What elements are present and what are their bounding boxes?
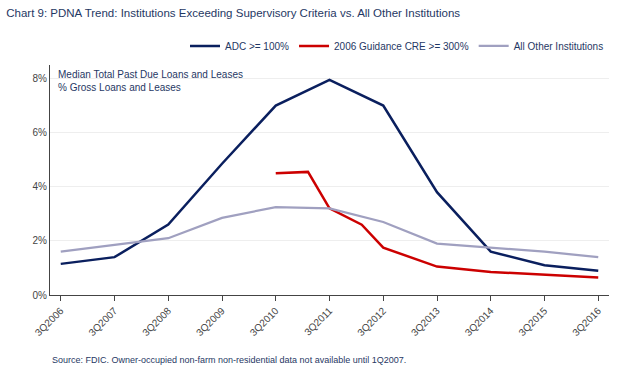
svg-text:3Q2016: 3Q2016 [570,305,603,338]
svg-text:3Q2011: 3Q2011 [302,305,335,338]
svg-text:3Q2010: 3Q2010 [248,305,281,338]
svg-text:3Q2007: 3Q2007 [87,305,120,338]
svg-text:Median Total Past Due Loans an: Median Total Past Due Loans and Leases% … [58,69,243,93]
svg-text:3Q2013: 3Q2013 [409,305,442,338]
svg-text:ADC >= 100%: ADC >= 100% [225,41,289,52]
svg-text:2%: 2% [33,235,48,246]
svg-text:3Q2008: 3Q2008 [140,305,173,338]
svg-text:3Q2012: 3Q2012 [355,305,388,338]
svg-text:Source: FDIC. Owner-occupied n: Source: FDIC. Owner-occupied non-farm no… [52,355,406,365]
svg-text:3Q2015: 3Q2015 [517,305,550,338]
svg-text:8%: 8% [33,73,48,84]
svg-text:3Q2014: 3Q2014 [463,305,496,338]
svg-text:0%: 0% [33,290,48,301]
svg-text:3Q2009: 3Q2009 [194,305,227,338]
svg-text:All Other Institutions: All Other Institutions [514,41,603,52]
svg-text:2006 Guidance CRE >= 300%: 2006 Guidance CRE >= 300% [334,41,469,52]
svg-text:4%: 4% [33,181,48,192]
svg-text:Chart 9: PDNA Trend: Instituti: Chart 9: PDNA Trend: Institutions Exceed… [6,7,460,19]
svg-text:6%: 6% [33,127,48,138]
svg-text:3Q2006: 3Q2006 [33,305,66,338]
